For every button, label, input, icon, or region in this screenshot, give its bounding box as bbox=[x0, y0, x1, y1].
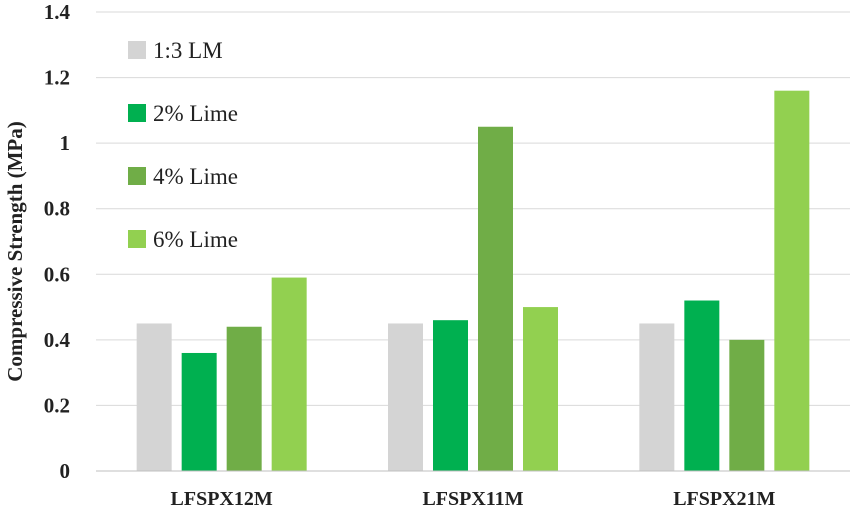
y-tick-label: 0 bbox=[60, 459, 71, 483]
bar bbox=[684, 300, 720, 471]
y-tick-label: 0.8 bbox=[44, 197, 70, 221]
legend-swatch bbox=[128, 104, 146, 122]
bar bbox=[523, 307, 558, 471]
bar bbox=[136, 323, 172, 471]
y-tick-label: 1 bbox=[60, 131, 71, 155]
legend-swatch bbox=[128, 41, 146, 59]
bars bbox=[136, 90, 810, 471]
legend-swatch bbox=[128, 230, 146, 248]
legend-swatch bbox=[128, 167, 146, 185]
x-category-label: LFSPX12M bbox=[171, 488, 273, 510]
bar bbox=[433, 320, 468, 471]
legend-label: 1:3 LM bbox=[153, 38, 223, 63]
y-tick-label: 1.4 bbox=[44, 0, 71, 24]
bar bbox=[388, 323, 423, 471]
bar bbox=[729, 339, 765, 471]
bar bbox=[478, 126, 513, 471]
gridlines bbox=[96, 11, 850, 406]
legend-label: 4% Lime bbox=[153, 164, 238, 189]
y-tick-label: 1.2 bbox=[44, 66, 70, 90]
bar bbox=[774, 90, 810, 471]
y-tick-label: 0.4 bbox=[44, 328, 71, 352]
bar bbox=[226, 326, 262, 471]
y-axis-title: Compressive Strength (MPa) bbox=[3, 121, 27, 382]
bar bbox=[181, 352, 217, 471]
bar bbox=[271, 277, 307, 471]
y-tick-label: 0.2 bbox=[44, 393, 70, 417]
legend-label: 6% Lime bbox=[153, 227, 238, 252]
legend: 1:3 LM 2% Lime 4% Lime 6% Lime bbox=[128, 38, 238, 252]
legend-label: 2% Lime bbox=[153, 101, 238, 126]
y-axis-ticks: 0 0.2 0.4 0.6 0.8 1 1.2 1.4 bbox=[44, 0, 71, 483]
x-category-label: LFSPX11M bbox=[422, 488, 523, 510]
y-tick-label: 0.6 bbox=[44, 262, 70, 286]
x-category-label: LFSPX21M bbox=[673, 488, 775, 510]
bar bbox=[639, 323, 675, 471]
x-axis-categories: LFSPX12M LFSPX11M LFSPX21M bbox=[171, 488, 776, 510]
